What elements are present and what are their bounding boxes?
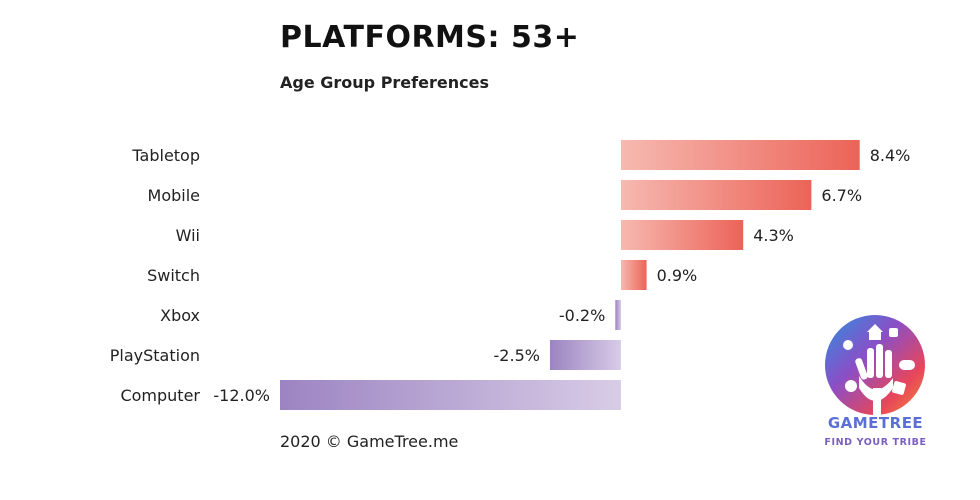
logo-game-icons	[843, 324, 915, 395]
bar-wii	[621, 220, 744, 250]
logo-tagline: FIND YOUR TRIBE	[824, 437, 927, 448]
value-label-switch: 0.9%	[657, 266, 698, 285]
bar-switch	[621, 260, 647, 290]
bar-mobile	[621, 180, 812, 210]
value-label-mobile: 6.7%	[821, 186, 862, 205]
value-label-xbox: -0.2%	[559, 306, 605, 325]
logo-brand-text: GAMETREE	[827, 414, 924, 432]
category-label-playstation: PlayStation	[110, 346, 200, 365]
value-label-computer: -12.0%	[213, 386, 270, 405]
category-label-computer: Computer	[120, 386, 200, 405]
value-label-tabletop: 8.4%	[870, 146, 911, 165]
category-label-xbox: Xbox	[160, 306, 200, 325]
gametree-logo	[825, 315, 925, 415]
bar-playstation	[549, 340, 621, 370]
bar-computer	[280, 380, 621, 410]
category-label-mobile: Mobile	[148, 186, 200, 205]
value-label-playstation: -2.5%	[494, 346, 540, 365]
chart-title: PLATFORMS: 53+	[280, 20, 580, 55]
chart-subtitle: Age Group Preferences	[280, 73, 489, 92]
value-label-wii: 4.3%	[753, 226, 794, 245]
bar-xbox	[615, 300, 621, 330]
category-label-tabletop: Tabletop	[131, 146, 200, 165]
category-label-switch: Switch	[147, 266, 200, 285]
category-label-wii: Wii	[176, 226, 200, 245]
logo-hand-icon	[855, 344, 893, 415]
footer-copyright: 2020 © GameTree.me	[280, 432, 459, 451]
bar-tabletop	[621, 140, 860, 170]
